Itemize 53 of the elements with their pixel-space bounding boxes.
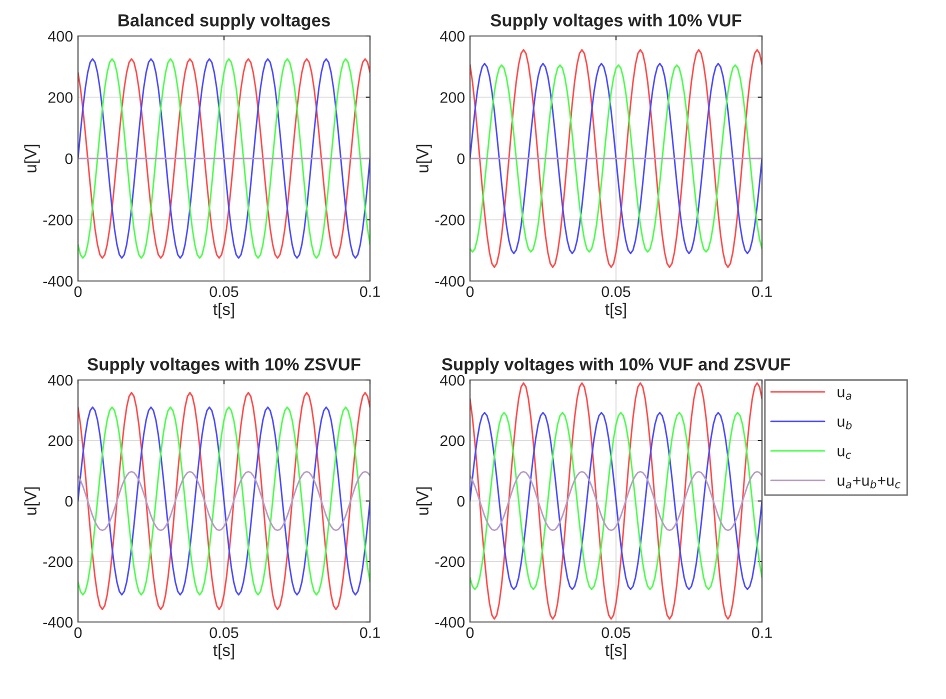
x-tick-label: 0	[74, 627, 82, 638]
y-tick-label: -400	[43, 616, 73, 628]
chart-title: Balanced supply voltages	[118, 14, 330, 30]
y-axis-title: u[V]	[24, 487, 40, 515]
x-tick-label: 0.05	[210, 627, 238, 638]
y-tick-label: 200	[48, 435, 73, 446]
y-axis-title: u[V]	[416, 144, 432, 172]
x-tick-label: 0.05	[602, 627, 630, 638]
y-axis-title: u[V]	[416, 487, 432, 515]
y-tick-label: -200	[43, 556, 73, 568]
chart-title: Supply voltages with 10% VUF and ZSVUF	[442, 358, 790, 374]
line-series	[470, 470, 762, 532]
x-axis-title: t[s]	[213, 644, 234, 660]
y-tick-label: 0	[457, 496, 465, 507]
y-tick-label: 0	[65, 153, 73, 164]
x-axis-title: t[s]	[213, 302, 234, 318]
y-tick-label: -400	[43, 276, 73, 287]
y-tick-label: 400	[48, 30, 73, 42]
x-tick-label: 0	[466, 286, 474, 298]
line-series	[78, 470, 370, 532]
y-tick-label: -400	[435, 616, 465, 628]
x-tick-label: 0.1	[752, 627, 772, 638]
line-series	[470, 382, 762, 620]
x-axis-title: t[s]	[605, 302, 626, 318]
legend-label: u$_{b}$	[838, 418, 852, 430]
x-tick-label: 0	[74, 286, 82, 298]
y-axis-title: u[V]	[24, 144, 40, 172]
chart-title: Supply voltages with 10% ZSVUF	[88, 358, 360, 374]
x-axis-title: t[s]	[605, 644, 626, 660]
y-tick-label: 400	[440, 374, 465, 386]
line-series	[78, 58, 370, 259]
x-tick-label: 0	[466, 627, 474, 638]
y-tick-label: 0	[65, 496, 73, 507]
x-tick-label: 0.1	[752, 286, 772, 298]
line-series	[470, 412, 762, 590]
x-tick-label: 0.1	[360, 627, 380, 638]
y-tick-label: 200	[440, 435, 465, 446]
chart-title: Supply voltages with 10% VUF	[490, 14, 742, 30]
x-tick-label: 0.05	[210, 286, 238, 298]
y-tick-label: 200	[440, 92, 465, 103]
x-tick-label: 0.05	[602, 286, 630, 298]
legend-label: u$_{a}$+u$_{b}$+u$_{c}$	[838, 476, 900, 488]
legend-label: u$_{c}$	[838, 448, 852, 459]
y-tick-label: -400	[435, 276, 465, 287]
y-tick-label: 400	[48, 374, 73, 386]
y-tick-label: 400	[440, 30, 465, 42]
x-tick-label: 0.1	[360, 286, 380, 298]
y-tick-label: -200	[435, 556, 465, 568]
legend-label: u$_{a}$	[838, 389, 852, 400]
y-tick-label: 0	[457, 153, 465, 164]
y-tick-label: -200	[435, 214, 465, 226]
y-tick-label: 200	[48, 92, 73, 103]
y-tick-label: -200	[43, 214, 73, 226]
